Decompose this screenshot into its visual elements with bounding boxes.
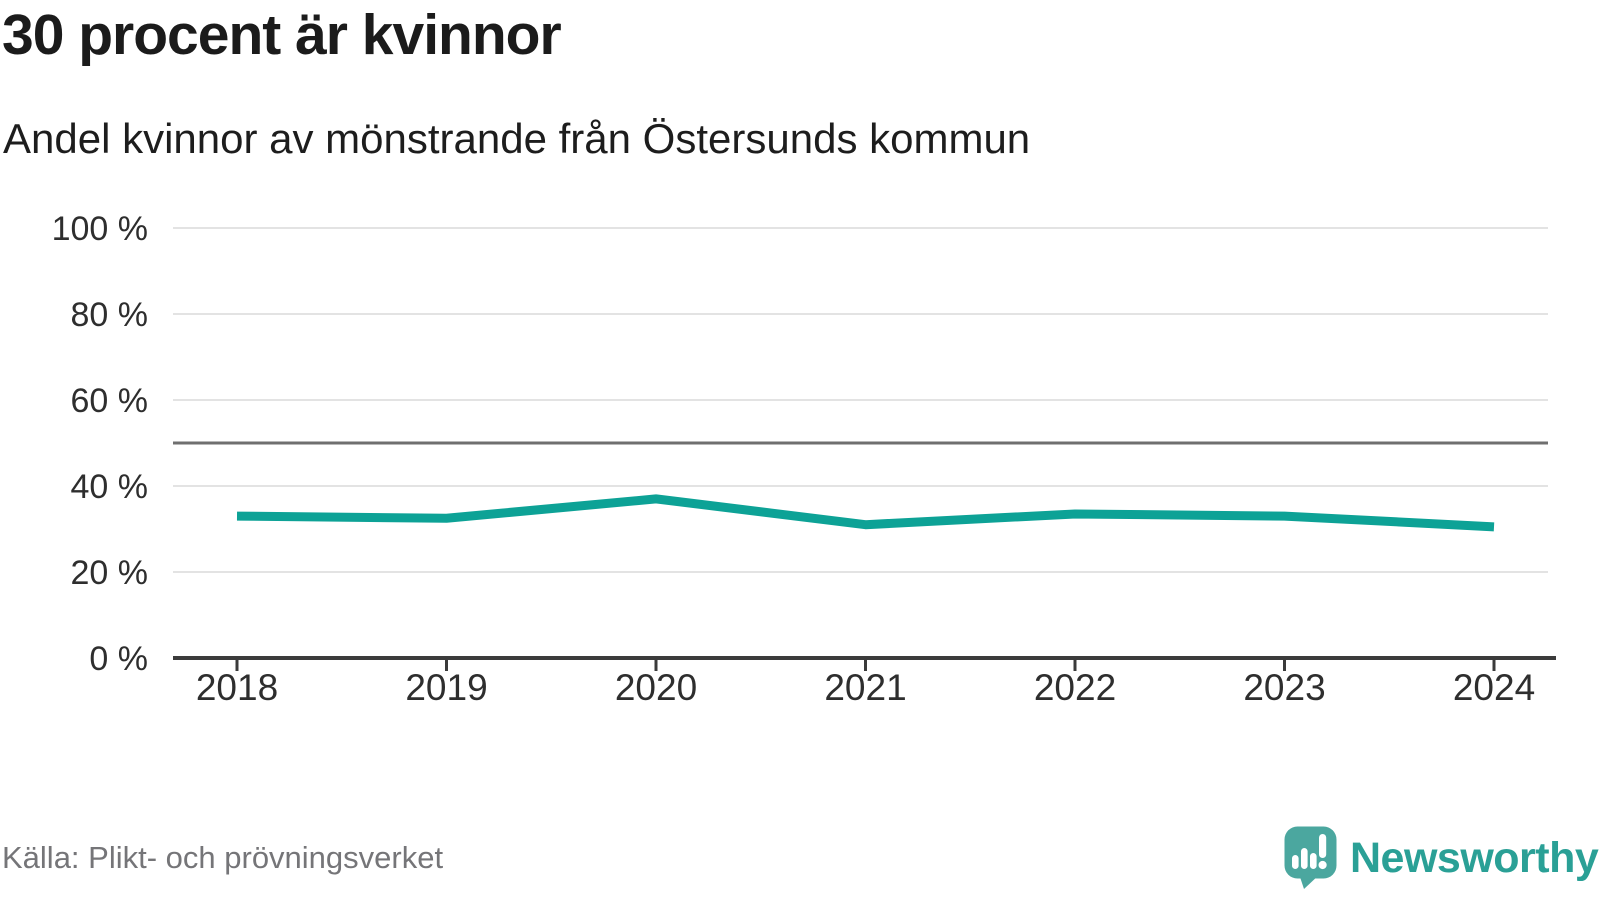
x-axis-tick-label: 2018	[196, 667, 278, 708]
y-axis-tick-label: 60 %	[71, 382, 149, 420]
chart-subtitle: Andel kvinnor av mönstrande från Östersu…	[3, 115, 1031, 162]
line-chart: 100 % 80 % 60 % 40 % 20 % 0 % 2018 2019 2020 2021…	[52, 210, 1556, 708]
x-axis-tick-label: 2024	[1453, 667, 1535, 708]
newsworthy-pin-barchart-icon	[1284, 826, 1337, 889]
y-axis-tick-label: 40 %	[71, 468, 149, 506]
x-axis-tick-label: 2019	[405, 667, 487, 708]
source-caption: Källa: Plikt- och prövningsverket	[2, 840, 444, 875]
x-axis-tick-label: 2020	[615, 667, 697, 708]
newsworthy-logo: Newsworthy	[1284, 826, 1599, 890]
data-line-andel-kvinnor	[236, 494, 1495, 532]
newsworthy-wordmark: Newsworthy	[1350, 833, 1599, 882]
chart-title: 30 procent är kvinnor	[2, 3, 562, 67]
y-axis-tick-label: 100 %	[52, 210, 148, 248]
y-axis-tick-label: 80 %	[71, 296, 149, 334]
y-axis-tick-label: 0 %	[89, 640, 148, 678]
x-axis-tick-label: 2023	[1243, 667, 1325, 708]
x-axis-tick-label: 2021	[824, 667, 906, 708]
y-axis-tick-label: 20 %	[71, 554, 149, 592]
x-axis-tick-label: 2022	[1034, 667, 1116, 708]
